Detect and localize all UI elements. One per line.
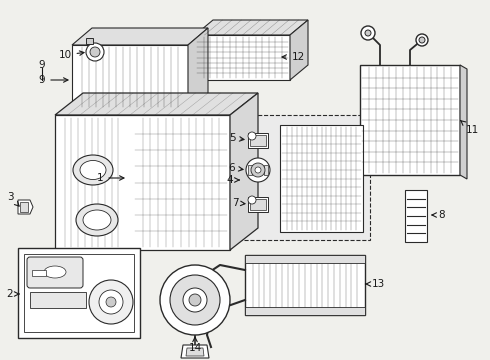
- Text: 10: 10: [58, 50, 84, 60]
- Text: 11: 11: [461, 120, 479, 135]
- Text: 1: 1: [97, 173, 124, 183]
- Polygon shape: [195, 20, 308, 35]
- Polygon shape: [55, 93, 258, 115]
- Ellipse shape: [73, 155, 113, 185]
- Text: 8: 8: [432, 210, 445, 220]
- Polygon shape: [72, 28, 208, 45]
- Circle shape: [246, 158, 270, 182]
- Polygon shape: [195, 35, 290, 80]
- Polygon shape: [245, 307, 365, 315]
- Polygon shape: [250, 199, 266, 210]
- Circle shape: [416, 34, 428, 46]
- Text: 9: 9: [39, 60, 45, 70]
- Polygon shape: [72, 45, 188, 110]
- Polygon shape: [245, 255, 365, 263]
- Circle shape: [248, 196, 256, 204]
- Polygon shape: [55, 115, 230, 250]
- Circle shape: [160, 265, 230, 335]
- Text: 14: 14: [188, 337, 201, 353]
- Circle shape: [90, 47, 100, 57]
- Polygon shape: [290, 20, 308, 80]
- Polygon shape: [248, 197, 268, 212]
- Polygon shape: [86, 38, 93, 44]
- Polygon shape: [248, 133, 268, 148]
- Circle shape: [248, 132, 256, 140]
- Polygon shape: [18, 200, 33, 214]
- Circle shape: [183, 288, 207, 312]
- Text: 4: 4: [227, 175, 239, 185]
- Polygon shape: [181, 345, 209, 358]
- Polygon shape: [240, 115, 370, 240]
- Circle shape: [361, 26, 375, 40]
- Circle shape: [189, 294, 201, 306]
- Polygon shape: [186, 348, 204, 356]
- Polygon shape: [30, 292, 86, 308]
- Polygon shape: [250, 135, 266, 146]
- Circle shape: [86, 43, 104, 61]
- Polygon shape: [195, 295, 217, 307]
- Polygon shape: [460, 65, 467, 179]
- Ellipse shape: [83, 210, 111, 230]
- Circle shape: [170, 275, 220, 325]
- Polygon shape: [20, 202, 28, 212]
- Polygon shape: [230, 93, 258, 250]
- Circle shape: [99, 290, 123, 314]
- Text: 3: 3: [7, 192, 19, 206]
- Text: 12: 12: [282, 52, 305, 62]
- Polygon shape: [245, 255, 365, 315]
- Polygon shape: [360, 65, 460, 175]
- Polygon shape: [18, 248, 140, 338]
- Text: 5: 5: [229, 133, 244, 143]
- Ellipse shape: [44, 266, 66, 278]
- Text: 13: 13: [366, 279, 385, 289]
- Ellipse shape: [80, 161, 106, 180]
- Circle shape: [106, 297, 116, 307]
- Ellipse shape: [76, 204, 118, 236]
- Polygon shape: [405, 190, 427, 242]
- Text: 7: 7: [232, 198, 245, 208]
- FancyBboxPatch shape: [27, 257, 83, 288]
- Text: 6: 6: [229, 163, 243, 173]
- Text: 2: 2: [7, 289, 19, 299]
- Text: 9: 9: [39, 75, 68, 85]
- Circle shape: [251, 163, 265, 177]
- Circle shape: [255, 167, 261, 173]
- Polygon shape: [280, 125, 363, 232]
- Circle shape: [89, 280, 133, 324]
- Polygon shape: [188, 28, 208, 110]
- Polygon shape: [32, 270, 46, 276]
- Polygon shape: [248, 165, 252, 175]
- Polygon shape: [264, 165, 268, 175]
- Circle shape: [365, 30, 371, 36]
- Circle shape: [419, 37, 425, 43]
